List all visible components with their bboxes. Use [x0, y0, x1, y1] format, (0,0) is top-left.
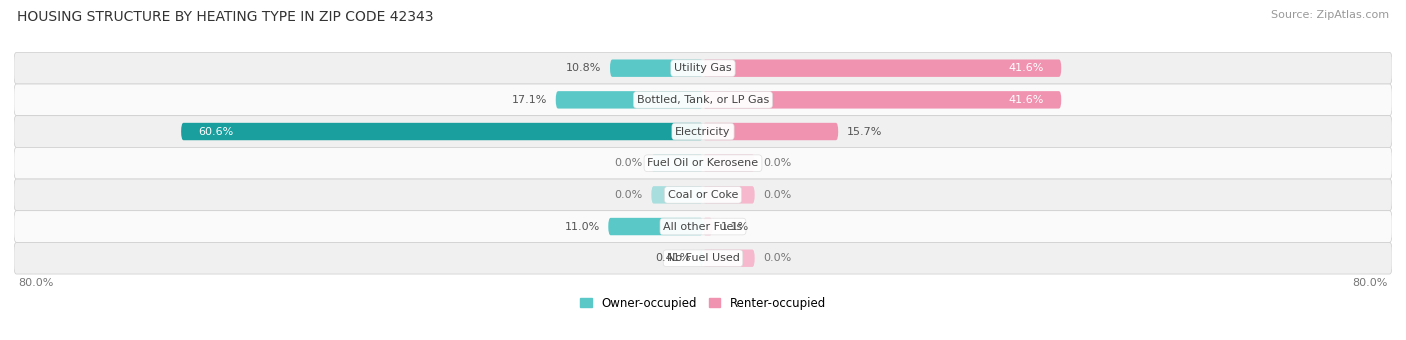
Text: Utility Gas: Utility Gas: [675, 63, 731, 73]
FancyBboxPatch shape: [703, 154, 755, 172]
FancyBboxPatch shape: [703, 123, 838, 140]
Text: All other Fuels: All other Fuels: [664, 222, 742, 232]
Text: 15.7%: 15.7%: [846, 126, 882, 137]
Text: 0.41%: 0.41%: [655, 253, 690, 263]
FancyBboxPatch shape: [703, 91, 1062, 108]
Text: Bottled, Tank, or LP Gas: Bottled, Tank, or LP Gas: [637, 95, 769, 105]
Text: Electricity: Electricity: [675, 126, 731, 137]
FancyBboxPatch shape: [651, 154, 703, 172]
Text: Coal or Coke: Coal or Coke: [668, 190, 738, 200]
Text: 0.0%: 0.0%: [763, 253, 792, 263]
FancyBboxPatch shape: [555, 91, 703, 108]
Text: No Fuel Used: No Fuel Used: [666, 253, 740, 263]
FancyBboxPatch shape: [14, 84, 1392, 116]
FancyBboxPatch shape: [14, 242, 1392, 274]
FancyBboxPatch shape: [610, 59, 703, 77]
FancyBboxPatch shape: [14, 211, 1392, 242]
Text: 11.0%: 11.0%: [564, 222, 599, 232]
FancyBboxPatch shape: [703, 250, 755, 267]
Text: 0.0%: 0.0%: [763, 158, 792, 168]
FancyBboxPatch shape: [609, 218, 703, 235]
Text: 1.1%: 1.1%: [721, 222, 749, 232]
FancyBboxPatch shape: [181, 123, 703, 140]
Text: 80.0%: 80.0%: [1353, 278, 1388, 288]
FancyBboxPatch shape: [703, 218, 713, 235]
FancyBboxPatch shape: [14, 147, 1392, 179]
FancyBboxPatch shape: [651, 186, 703, 204]
Text: Fuel Oil or Kerosene: Fuel Oil or Kerosene: [647, 158, 759, 168]
Text: Source: ZipAtlas.com: Source: ZipAtlas.com: [1271, 10, 1389, 20]
Text: 41.6%: 41.6%: [1008, 95, 1045, 105]
Text: HOUSING STRUCTURE BY HEATING TYPE IN ZIP CODE 42343: HOUSING STRUCTURE BY HEATING TYPE IN ZIP…: [17, 10, 433, 24]
FancyBboxPatch shape: [14, 179, 1392, 211]
FancyBboxPatch shape: [14, 116, 1392, 147]
Text: 0.0%: 0.0%: [614, 190, 643, 200]
Text: 0.0%: 0.0%: [614, 158, 643, 168]
FancyBboxPatch shape: [699, 250, 703, 267]
Text: 41.6%: 41.6%: [1008, 63, 1045, 73]
Legend: Owner-occupied, Renter-occupied: Owner-occupied, Renter-occupied: [575, 292, 831, 314]
Text: 80.0%: 80.0%: [18, 278, 53, 288]
FancyBboxPatch shape: [14, 52, 1392, 84]
Text: 17.1%: 17.1%: [512, 95, 547, 105]
FancyBboxPatch shape: [703, 186, 755, 204]
Text: 0.0%: 0.0%: [763, 190, 792, 200]
FancyBboxPatch shape: [703, 59, 1062, 77]
Text: 60.6%: 60.6%: [198, 126, 233, 137]
Text: 10.8%: 10.8%: [567, 63, 602, 73]
